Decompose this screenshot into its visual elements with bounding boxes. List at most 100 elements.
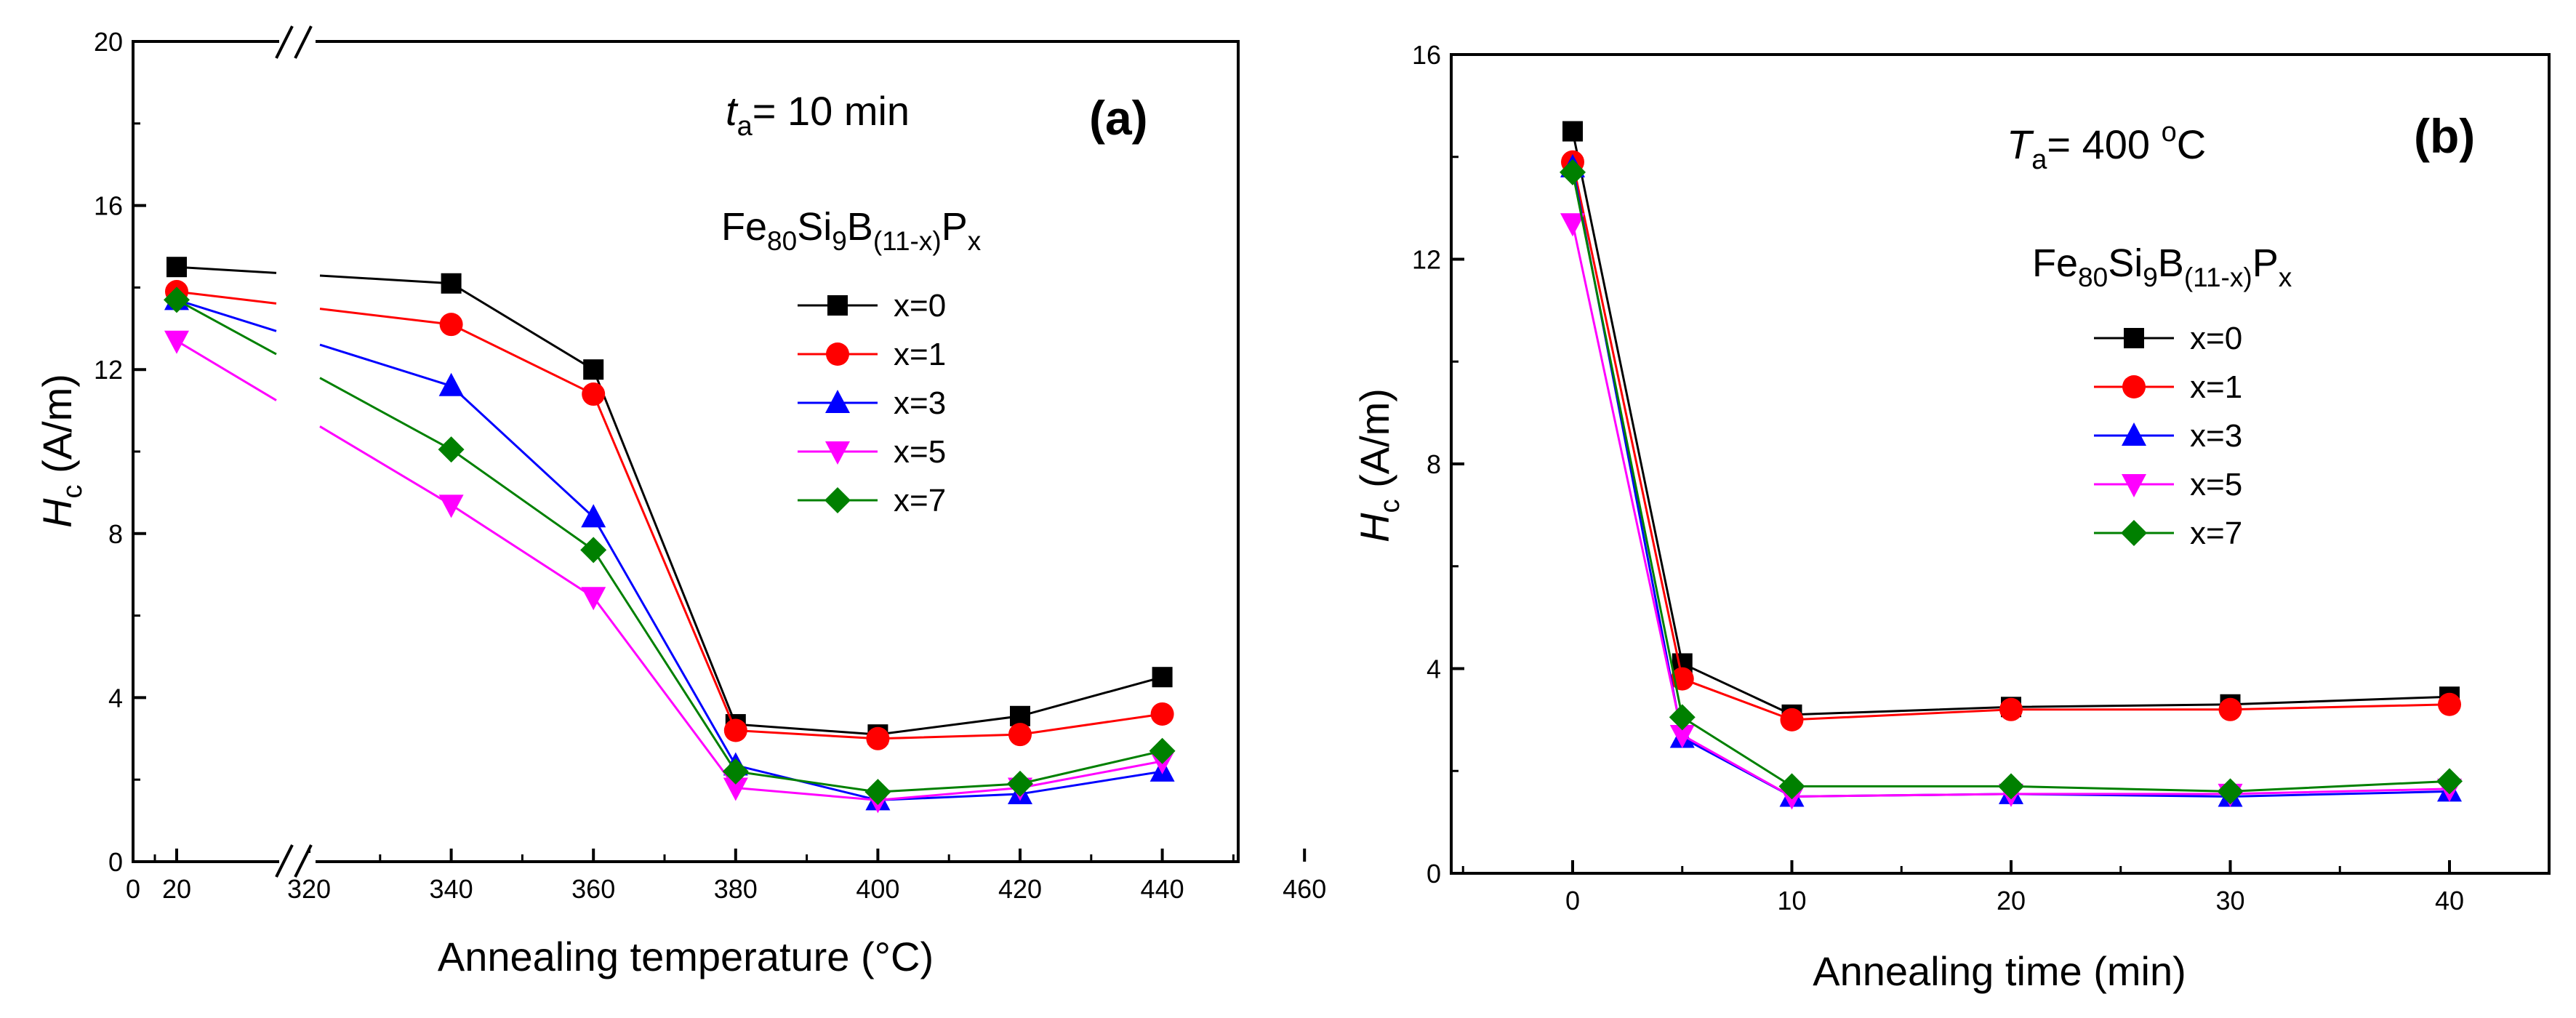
- chart-b-series-x5-point: [1560, 213, 1585, 237]
- chart-a-legend-label: x=5: [894, 434, 946, 470]
- chart-b-series-x7-point: [1560, 159, 1586, 185]
- chart-a-series-x0-point: [441, 273, 462, 294]
- chart-b-legend-label: x=3: [2190, 418, 2242, 454]
- chart-a-panel-label: (a): [1089, 91, 1148, 145]
- chart-a-ytick-label: 12: [94, 355, 123, 385]
- chart-a-series-x1-point: [866, 726, 890, 750]
- chart-b-series-x0-line: [1571, 131, 2450, 716]
- chart-b-ytick-label: 0: [1427, 859, 1441, 889]
- chart-b-xlabel: Annealing time (min): [1813, 948, 2186, 994]
- chart-b-xtick-label: 30: [2215, 886, 2244, 915]
- chart-a-legend-marker: [824, 487, 851, 513]
- chart-a-series-x7-point: [580, 537, 607, 564]
- chart-b-series-x0-point: [1562, 121, 1583, 142]
- chart-a-series-x3-line: [319, 343, 452, 388]
- chart-b-series: [1560, 121, 2463, 810]
- chart-a-series-x1-point: [439, 313, 463, 337]
- chart-b-series-x7-point: [2217, 778, 2244, 805]
- chart-a-axis-break: [275, 25, 316, 878]
- chart-a-legend-label: x=7: [894, 483, 946, 518]
- chart-a-series-x7-line: [319, 377, 452, 451]
- chart-b-legend-label: x=0: [2190, 321, 2242, 356]
- chart-a-series-x5-line: [450, 504, 1163, 801]
- chart-a-xtick-label: 340: [430, 874, 473, 904]
- chart-b-series-x1-point: [2218, 697, 2242, 721]
- chart-a-xtick-label: 360: [571, 874, 615, 904]
- chart-a-series-x3-point: [581, 504, 606, 528]
- chart-a-xtick-label: 400: [856, 874, 899, 904]
- chart-a-series-x5-line: [176, 340, 277, 401]
- chart-a-ylabel: Hc (A/m): [34, 374, 88, 528]
- chart-a-legend-marker: [827, 295, 848, 316]
- chart-a-series-x1-line: [450, 323, 1163, 740]
- chart-b-series-x1-point: [1999, 697, 2023, 721]
- chart-a-legend-marker: [825, 390, 850, 413]
- chart-a: 0 4 8 12 16 20 0 20 320 340 360 380 400 420 440 460 Hc…: [34, 25, 1326, 979]
- chart-a-annotation: ta= 10 min: [726, 88, 910, 142]
- chart-a-legend: x=0 x=1 x=3 x=5 x=7: [798, 288, 946, 518]
- chart-a-series-x7-point: [864, 779, 891, 806]
- chart-a-y-axis: 0 4 8 12 16 20: [94, 27, 146, 877]
- chart-a-xtick-label: 380: [714, 874, 758, 904]
- chart-b-x-axis: 0 10 20 30 40: [1461, 860, 2464, 915]
- chart-a-series-x1-point: [723, 718, 747, 742]
- chart-b-series-x7-point: [1998, 773, 2024, 800]
- chart-b-series-x1-point: [1780, 708, 1804, 732]
- chart-b-series-x5-point: [1669, 724, 1695, 748]
- chart-a-series-x5-line: [319, 425, 452, 506]
- chart-a-series-x5-point: [581, 587, 606, 611]
- chart-b-ytick-label: 4: [1427, 654, 1441, 684]
- chart-a-series-x0-point: [583, 359, 604, 380]
- chart-a-legend-title: Fe80Si9B(11-x)Px: [721, 205, 982, 256]
- chart-a-series-x3-line: [450, 385, 1163, 801]
- chart-b-series-x7-point: [1669, 704, 1696, 731]
- chart-b-xtick-label: 40: [2435, 886, 2464, 915]
- chart-b-legend-marker: [2121, 520, 2147, 546]
- chart-a-ytick-label: 8: [108, 519, 123, 549]
- chart-a-series-x1-point: [582, 382, 606, 406]
- chart-a-series-x1-line: [176, 290, 277, 305]
- chart-b-series-x7-point: [2436, 768, 2463, 795]
- chart-b-legend-marker: [2122, 422, 2146, 446]
- chart-b-series-x7-point: [1778, 773, 1805, 800]
- chart-a-legend-marker: [826, 342, 849, 366]
- chart-b-series-x1-line: [1571, 161, 2450, 721]
- chart-a-series-x5-point: [438, 494, 464, 518]
- chart-b-series-x7-line: [1571, 172, 2450, 793]
- chart-b-ytick-label: 8: [1427, 449, 1441, 479]
- chart-a-ytick-label: 16: [94, 191, 123, 221]
- chart-a-series-x0-line: [319, 274, 452, 285]
- chart-a-series-x7-point: [438, 436, 465, 463]
- chart-b-legend-marker: [2122, 474, 2146, 497]
- chart-b-legend-label: x=5: [2190, 467, 2242, 502]
- chart-a-series-x1-line: [319, 308, 452, 326]
- chart-a-xtick-label: 420: [998, 874, 1042, 904]
- chart-a-series-x7-point: [722, 758, 749, 785]
- chart-b-xtick-label: 0: [1565, 886, 1580, 915]
- chart-a-ytick-label: 4: [108, 683, 123, 713]
- chart-b-series-x1-point: [2438, 692, 2461, 716]
- chart-b-legend-label: x=1: [2190, 369, 2242, 405]
- chart-a-series-x7-line: [176, 299, 277, 356]
- chart-a-series-x0-point: [1152, 667, 1173, 688]
- chart-b-legend-label: x=7: [2190, 516, 2242, 551]
- chart-b-ytick-label: 12: [1412, 245, 1441, 275]
- chart-a-frame: [132, 40, 1240, 863]
- chart-b-xtick-label: 20: [1997, 886, 2026, 915]
- chart-b-ylabel: Hc (A/m): [1352, 388, 1405, 542]
- chart-a-x-axis: 0 20 320 340 360 380 400 420 440 460: [126, 849, 1326, 904]
- chart-a-xtick-label: 20: [162, 874, 191, 904]
- chart-a-series-x0-point: [166, 257, 187, 278]
- chart-a-legend-marker: [825, 441, 850, 465]
- chart-b-legend-title: Fe80Si9B(11-x)Px: [2032, 241, 2292, 292]
- chart-a-series-x7-point: [164, 286, 190, 313]
- chart-b-annotation: Ta= 400 oC: [2007, 117, 2206, 175]
- chart-a-ytick-label: 0: [108, 847, 123, 877]
- chart-b-legend: x=0 x=1 x=3 x=5 x=7: [2094, 321, 2242, 551]
- chart-a-series-x7-line: [450, 448, 1163, 793]
- chart-a-legend-label: x=1: [894, 337, 946, 372]
- chart-a-series-x1-point: [1150, 702, 1174, 726]
- chart-b-frame: [1450, 53, 2551, 875]
- chart-a-xlabel: Annealing temperature (°C): [438, 934, 934, 979]
